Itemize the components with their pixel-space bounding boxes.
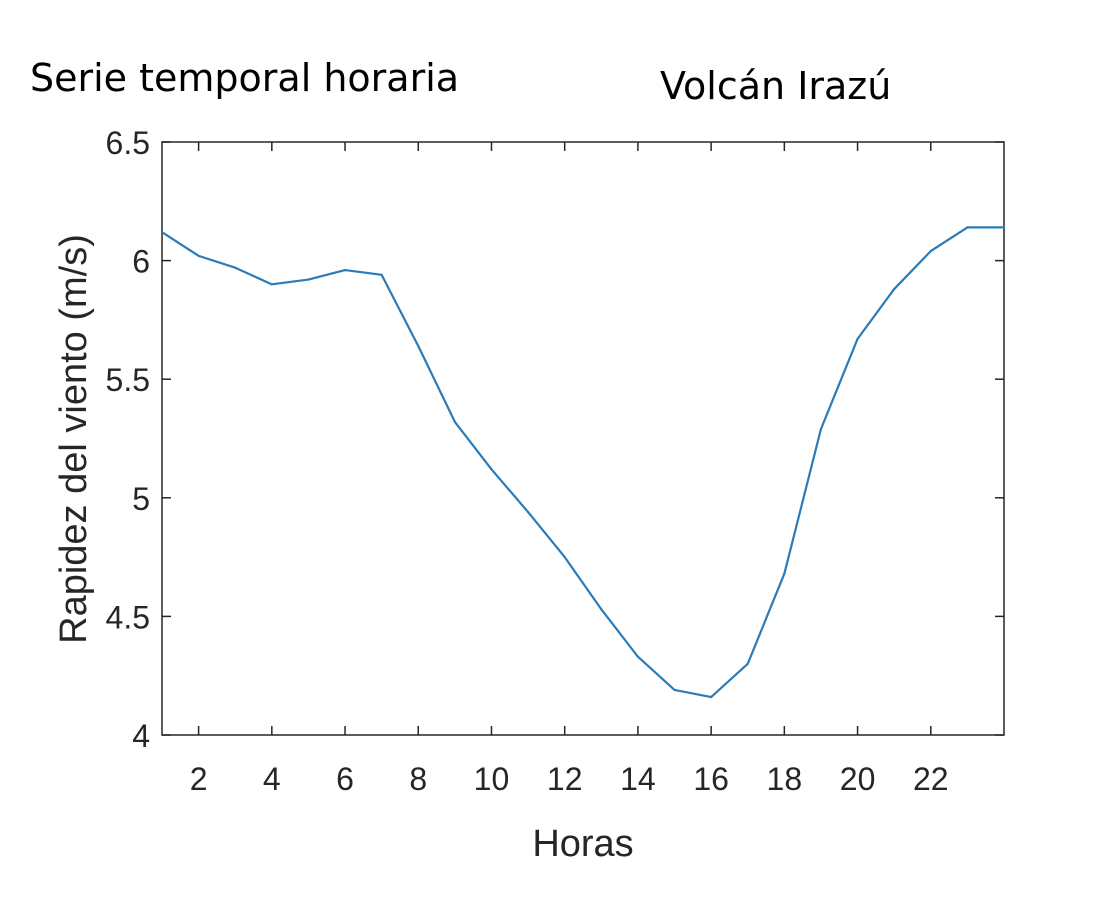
- series-line: [161, 226, 1004, 699]
- y-axis-label: Rapidez del viento (m/s): [53, 234, 95, 644]
- x-tick-label: 6: [336, 761, 354, 797]
- y-tick-label: 5.5: [106, 362, 150, 398]
- data-point: [563, 556, 566, 559]
- data-point: [856, 337, 859, 340]
- data-point: [380, 273, 383, 276]
- x-tick-label: 4: [263, 761, 281, 797]
- x-tick-label: 10: [474, 761, 510, 797]
- data-point: [307, 278, 310, 281]
- x-axis-label: Horas: [532, 823, 633, 865]
- data-point: [929, 250, 932, 253]
- data-point: [636, 655, 640, 658]
- data-point: [746, 662, 749, 665]
- x-tick-label: 16: [693, 761, 729, 797]
- y-tick-label: 4: [132, 718, 150, 754]
- data-point: [417, 344, 420, 348]
- y-tick-label: 5: [132, 481, 150, 517]
- y-tick-label: 6.5: [106, 125, 150, 161]
- x-tick-label: 2: [190, 761, 208, 797]
- data-point: [819, 427, 823, 431]
- y-tick-label: 4.5: [106, 599, 150, 635]
- data-point: [270, 283, 273, 286]
- data-point: [673, 688, 676, 692]
- data-point: [453, 420, 456, 423]
- chart-title-left: Serie temporal horaria: [30, 56, 460, 100]
- y-axis-ticks: 4 4.5 5 5.5 6 6.5: [106, 125, 1004, 754]
- data-point: [490, 468, 493, 471]
- series-group: [160, 226, 1006, 699]
- x-tick-label: 14: [620, 761, 656, 797]
- x-tick-label: 22: [913, 761, 949, 797]
- data-point: [783, 572, 786, 575]
- data-point: [966, 226, 969, 229]
- x-tick-label: 12: [547, 761, 583, 797]
- x-tick-label: 8: [409, 761, 427, 797]
- data-point: [1002, 226, 1006, 229]
- plot-area: [161, 141, 1005, 736]
- data-point: [234, 266, 237, 269]
- x-tick-label: 18: [767, 761, 803, 797]
- data-point: [710, 695, 713, 699]
- data-point: [197, 254, 200, 257]
- x-axis-ticks: 2 4 6 8 10 12 14 16 18 20 22: [190, 142, 949, 797]
- data-point: [526, 510, 530, 514]
- chart-title-right: Volcán Irazú: [660, 64, 892, 108]
- x-tick-label: 20: [840, 761, 876, 797]
- data-point: [343, 268, 347, 272]
- y-tick-label: 6: [132, 244, 150, 280]
- data-point: [160, 231, 164, 234]
- data-point: [600, 608, 603, 611]
- data-point: [893, 287, 896, 291]
